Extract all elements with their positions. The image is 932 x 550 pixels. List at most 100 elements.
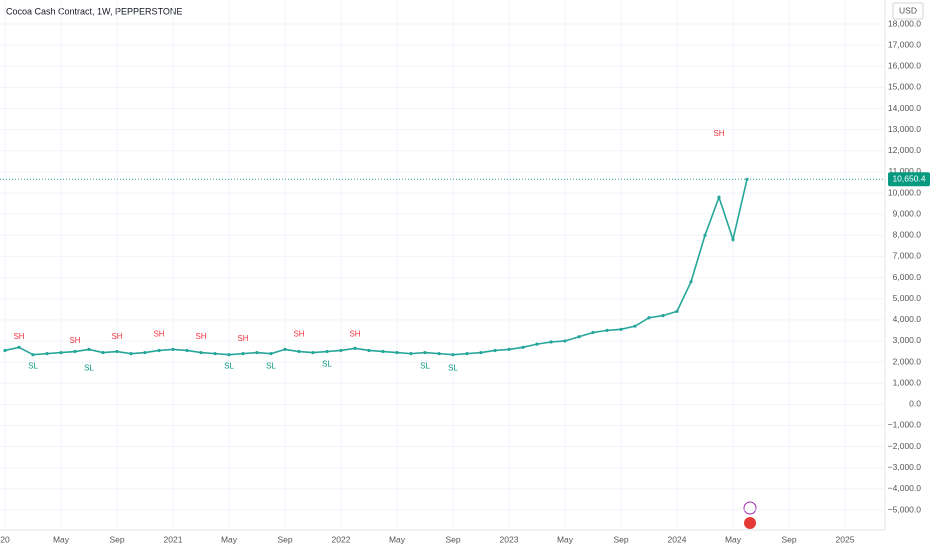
y-tick-label: 8,000.0 <box>893 230 922 240</box>
price-point <box>423 350 427 355</box>
price-point <box>647 316 651 320</box>
price-point <box>3 348 7 353</box>
price-point <box>703 233 707 237</box>
price-point <box>45 352 49 356</box>
swing-label: SH <box>195 332 206 341</box>
price-point <box>227 353 231 357</box>
currency[interactable]: USD <box>899 5 917 15</box>
price-point <box>213 352 217 356</box>
price-point <box>563 339 567 343</box>
x-tick-label: 20 <box>0 534 10 544</box>
price-point <box>689 280 693 284</box>
y-tick-label: 3,000.0 <box>893 335 922 345</box>
last-price-label: 10,650.4 <box>892 174 925 184</box>
price-point <box>353 346 357 350</box>
price-point <box>535 342 539 346</box>
swing-label: SH <box>13 332 24 341</box>
price-point <box>507 347 511 352</box>
price-point <box>591 330 595 335</box>
x-tick-label: May <box>557 534 574 544</box>
price-point <box>269 352 273 356</box>
currency-box[interactable] <box>892 2 924 20</box>
price-point <box>17 345 21 349</box>
swing-label: SL <box>84 364 94 373</box>
price-point <box>479 350 483 355</box>
y-tick-label: 10,000.0 <box>888 187 921 197</box>
x-tick-label: May <box>221 534 238 544</box>
price-point <box>241 352 245 356</box>
price-point <box>157 348 161 353</box>
price-point <box>409 352 413 356</box>
price-point <box>661 314 665 318</box>
x-tick-label: Sep <box>277 534 292 544</box>
y-tick-label: 13,000.0 <box>888 124 921 134</box>
price-point <box>255 350 259 355</box>
price-line <box>4 179 748 356</box>
y-tick-label: 9,000.0 <box>893 208 922 218</box>
y-tick-label: 2,000.0 <box>893 356 922 366</box>
price-point <box>325 349 329 354</box>
x-tick-label: 2024 <box>668 534 687 544</box>
price-point <box>31 353 35 357</box>
swing-label: SH <box>69 336 80 345</box>
price-point <box>717 195 721 199</box>
price-point <box>605 328 609 332</box>
last-price-box <box>888 172 930 187</box>
price-point <box>311 350 315 355</box>
price-point <box>619 327 623 331</box>
price-point <box>633 324 637 328</box>
x-tick-label: 2025 <box>836 534 855 544</box>
price-point <box>549 340 553 344</box>
price-point <box>675 309 679 313</box>
x-tick-label: Sep <box>781 534 796 544</box>
price-point <box>437 352 441 356</box>
swing-label: SH <box>111 332 122 341</box>
swing-label: SL <box>322 359 332 368</box>
y-tick-label: 7,000.0 <box>893 251 922 261</box>
y-tick-label: 6,000.0 <box>893 272 922 282</box>
y-tick-label: 16,000.0 <box>888 61 921 71</box>
y-tick-label: −4,000.0 <box>888 483 922 493</box>
y-tick-label: 18,000.0 <box>888 18 921 28</box>
price-point <box>381 349 385 354</box>
x-tick-label: Sep <box>613 534 628 544</box>
y-tick-label: 5,000.0 <box>893 293 922 303</box>
swing-label: SH <box>713 129 724 138</box>
x-tick-label: Sep <box>445 534 460 544</box>
y-tick-label: 14,000.0 <box>888 103 921 113</box>
price-point <box>283 347 287 352</box>
price-point <box>185 348 189 353</box>
swing-label: SL <box>420 361 430 370</box>
price-point <box>731 237 735 242</box>
price-point <box>297 349 301 354</box>
x-tick-label: Sep <box>109 534 124 544</box>
swing-label: SH <box>293 330 304 339</box>
price-point <box>171 347 175 352</box>
price-point <box>199 350 203 355</box>
price-point <box>367 348 371 353</box>
y-tick-label: −3,000.0 <box>888 462 922 472</box>
price-point <box>395 350 399 355</box>
price-point <box>143 350 147 355</box>
price-point <box>521 345 525 349</box>
swing-label: SL <box>266 361 276 370</box>
x-tick-label: 2023 <box>500 534 519 544</box>
y-tick-label: −2,000.0 <box>888 441 922 451</box>
price-point <box>59 350 63 355</box>
price-point <box>451 353 455 357</box>
price-point <box>339 348 343 353</box>
chart-title: Cocoa Cash Contract, 1W, PEPPERSTONE <box>6 6 182 16</box>
swing-label: SL <box>28 361 38 370</box>
x-tick-label: May <box>389 534 406 544</box>
price-point <box>101 350 105 355</box>
flag-icon[interactable] <box>744 517 756 529</box>
y-tick-label: 15,000.0 <box>888 82 921 92</box>
swing-label: SL <box>448 364 458 373</box>
swing-label: SH <box>349 330 360 339</box>
price-point <box>129 352 133 356</box>
event-icon[interactable] <box>743 501 757 515</box>
y-tick-label: 0.0 <box>909 399 921 409</box>
swing-label: SL <box>224 361 234 370</box>
